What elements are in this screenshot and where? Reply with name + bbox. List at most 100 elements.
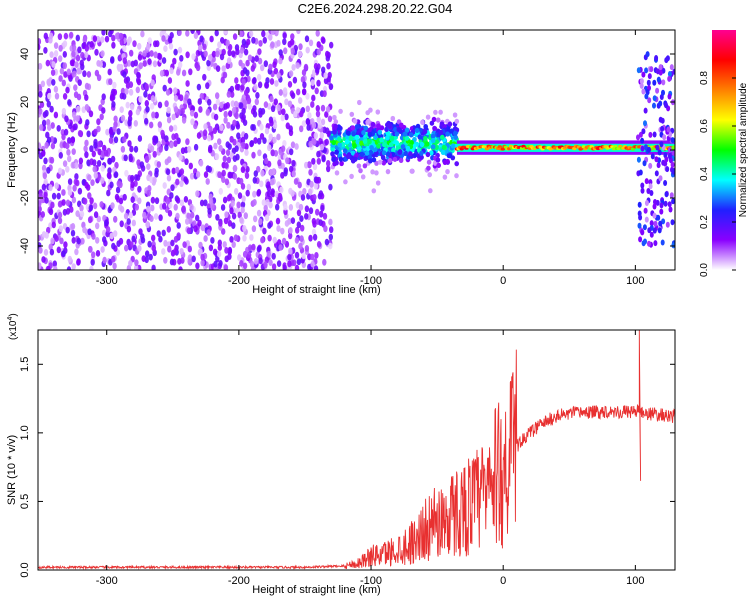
colorbar-tick-label: 0.2 <box>699 215 710 229</box>
edge-cell <box>636 156 641 163</box>
noise-cell <box>145 106 150 113</box>
noise-cell <box>287 253 292 261</box>
noise-cell <box>156 52 162 60</box>
noise-cell <box>177 258 182 265</box>
onset-cell <box>404 127 410 133</box>
onset-cell <box>365 110 371 116</box>
noise-cell <box>326 160 331 167</box>
noise-cell <box>240 136 246 144</box>
snr-line <box>38 330 675 570</box>
noise-cell <box>257 149 262 157</box>
onset-cell <box>419 141 425 148</box>
y-axis-label: SNR (10 * v/v) <box>6 435 18 505</box>
noise-cell <box>64 115 69 123</box>
noise-cell <box>82 70 87 78</box>
noise-cell <box>178 266 183 270</box>
noise-cell <box>76 237 81 245</box>
noise-cell <box>256 73 262 81</box>
noise-cell <box>287 40 292 48</box>
noise-cell <box>307 188 313 196</box>
noise-cell <box>258 40 263 47</box>
noise-cell <box>328 242 333 250</box>
noise-cell <box>101 93 106 101</box>
onset-cell <box>350 150 356 156</box>
noise-cell <box>44 141 49 149</box>
noise-cell <box>195 190 200 198</box>
noise-cell <box>329 226 334 234</box>
noise-cell <box>260 169 265 177</box>
noise-cell <box>249 140 255 147</box>
noise-cell <box>305 92 310 100</box>
noise-cell <box>313 265 319 270</box>
noise-cell <box>166 174 172 182</box>
noise-cell <box>328 218 333 226</box>
onset-cell <box>389 135 395 141</box>
onset-cell <box>425 151 431 158</box>
noise-cell <box>289 148 294 156</box>
noise-cell <box>215 214 220 221</box>
noise-cell <box>134 264 139 270</box>
noise-cell <box>275 203 280 211</box>
noise-cell <box>115 186 121 194</box>
noise-cell <box>200 259 205 267</box>
noise-cell <box>181 205 186 213</box>
noise-cell <box>111 101 116 108</box>
edge-cell <box>644 200 649 206</box>
noise-cell <box>281 108 286 116</box>
noise-cell <box>144 117 149 125</box>
noise-cell <box>56 246 61 254</box>
noise-cell <box>221 65 226 72</box>
noise-cell <box>165 168 171 176</box>
noise-cell <box>95 250 101 257</box>
noise-cell <box>100 246 105 253</box>
onset-cell <box>359 151 365 157</box>
noise-cell <box>122 136 127 143</box>
noise-cell <box>57 33 63 41</box>
noise-cell <box>308 207 314 215</box>
edge-cell <box>654 55 659 61</box>
x-axis-label: Height of straight line (km) <box>252 584 380 596</box>
edge-cell <box>647 240 651 247</box>
noise-cell <box>118 32 124 40</box>
noise-cell <box>276 72 281 79</box>
onset-cell <box>426 165 431 171</box>
onset-cell <box>337 136 342 142</box>
noise-cell <box>44 197 49 204</box>
onset-cell <box>454 118 460 124</box>
noise-cell <box>89 41 94 48</box>
noise-cell <box>53 111 59 119</box>
y-tick-label: 1.5 <box>19 357 31 372</box>
noise-cell <box>137 135 143 142</box>
noise-cell <box>308 140 313 148</box>
noise-cell <box>111 41 116 49</box>
noise-cell <box>142 60 147 67</box>
noise-cell <box>54 92 60 100</box>
noise-cell <box>290 33 295 40</box>
noise-cell <box>290 189 295 197</box>
noise-cell <box>312 233 318 241</box>
noise-cell <box>276 225 281 232</box>
noise-cell <box>70 59 76 67</box>
onset-cell <box>409 168 415 174</box>
edge-cell <box>665 221 670 228</box>
noise-cell <box>234 100 239 108</box>
noise-cell <box>234 188 239 195</box>
noise-cell <box>242 234 247 242</box>
noise-cell <box>231 212 237 220</box>
noise-cell <box>297 50 303 58</box>
noise-cell <box>294 143 299 150</box>
noise-cell <box>218 144 223 152</box>
noise-cell <box>177 30 182 36</box>
edge-cell <box>652 227 657 234</box>
noise-cell <box>145 221 150 228</box>
noise-cell <box>203 50 208 58</box>
onset-cell <box>334 160 339 166</box>
noise-cell <box>276 133 281 141</box>
noise-cell <box>189 203 194 211</box>
noise-cell <box>311 94 316 102</box>
noise-cell <box>314 87 319 95</box>
noise-cell <box>67 255 73 263</box>
noise-cell <box>93 128 98 136</box>
noise-cell <box>51 79 56 86</box>
noise-cell <box>48 243 53 251</box>
